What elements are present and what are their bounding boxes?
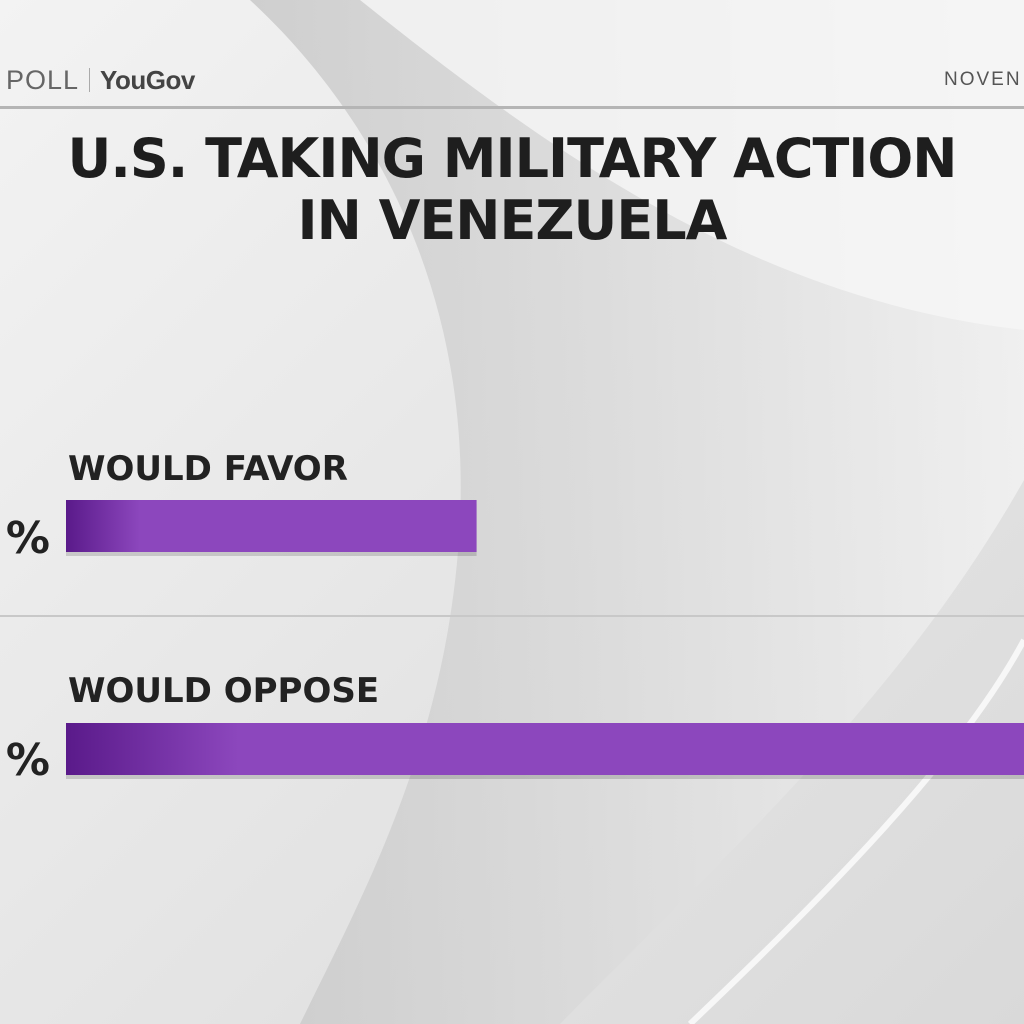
poll-date: NOVEN <box>944 69 1022 90</box>
bar-would-favor <box>66 500 477 552</box>
chart-title: U.S. TAKING MILITARY ACTION IN VENEZUELA <box>0 128 1024 252</box>
chart-title-line-2: IN VENEZUELA <box>297 189 728 252</box>
poll-brand: POLL YouGov <box>6 62 195 98</box>
bar-would-oppose <box>66 723 1024 775</box>
poll-label: POLL <box>6 64 80 95</box>
category-label: WOULD OPPOSE <box>68 671 379 711</box>
yougov-logo: YouGov <box>100 64 195 95</box>
header-divider <box>0 106 1024 109</box>
category-label: WOULD FAVOR <box>68 449 348 489</box>
value-label: % <box>6 735 50 786</box>
chart-title-line-1: U.S. TAKING MILITARY ACTION <box>67 127 958 190</box>
brand-separator <box>89 68 91 92</box>
value-label: % <box>6 513 50 564</box>
